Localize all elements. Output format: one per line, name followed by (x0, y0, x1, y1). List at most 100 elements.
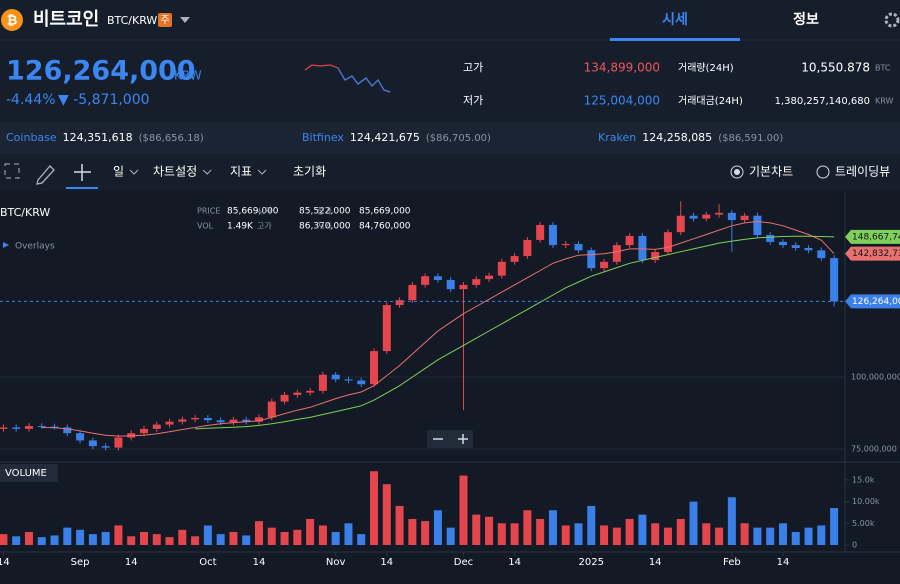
candle-body (114, 437, 123, 448)
info-label: 저가 (317, 222, 332, 231)
stat-value: 134,899,000 (584, 61, 660, 75)
dropdown[interactable] (180, 17, 190, 23)
exchange-bar (0, 122, 900, 154)
toolbar-item[interactable]: 초기화 (293, 165, 326, 179)
candle-body (242, 419, 251, 422)
x-tick-label: Sep (71, 557, 90, 568)
volume-bar (331, 531, 340, 545)
info-label: 종가 (317, 207, 332, 216)
toolbar-item[interactable]: 차트설정 (153, 165, 197, 179)
volume-bar (0, 534, 8, 545)
volume-bar (817, 525, 826, 545)
crosshair-icon[interactable] (74, 164, 91, 181)
exchange-name: Bitfinex (302, 131, 344, 144)
candle-body (791, 245, 800, 248)
x-tick-label: 14 (508, 557, 521, 568)
volume-bar (548, 510, 557, 545)
volume-bar (421, 521, 430, 545)
settings-icon[interactable] (884, 12, 900, 28)
candle-body (178, 419, 187, 422)
price-tag (845, 246, 900, 261)
candle-body (702, 214, 711, 219)
candle-body (76, 433, 85, 441)
toolbar-bg (0, 154, 900, 191)
info-value: 85,669,000 (227, 207, 279, 217)
change-abs: ▼ -5,871,000 (58, 92, 150, 108)
exchange-name: Coinbase (6, 131, 57, 144)
zoom-buttons[interactable] (433, 434, 468, 444)
info-label: 시가 (257, 207, 272, 216)
volume-bar (625, 518, 634, 545)
info-value: 86,370,000 (299, 222, 351, 232)
candle-body (778, 241, 787, 246)
volume-bar (267, 527, 276, 545)
chart-title: BTC/KRW (0, 206, 50, 219)
candle-body (152, 424, 161, 429)
candle-body (830, 258, 839, 302)
volume-bar (114, 525, 123, 545)
volume-bar (830, 508, 839, 545)
candle-body (587, 250, 596, 269)
candle-body (753, 215, 762, 236)
volume-bar (50, 535, 59, 545)
candle-body (139, 428, 148, 434)
volume-bar (753, 527, 762, 545)
candle-body (804, 248, 813, 251)
x-tick-label: 14 (777, 557, 790, 568)
tab[interactable]: 정보 (793, 11, 819, 28)
coin-icon (1, 9, 23, 31)
toolbar-item[interactable]: 일 (113, 165, 124, 179)
candle-body (12, 427, 21, 429)
exchange-usd: ($86,705.00) (426, 133, 491, 144)
candle-body (600, 261, 609, 269)
overlays-caret[interactable] (3, 242, 9, 248)
candle-body (548, 224, 557, 246)
candle-body (421, 276, 430, 285)
candle-body (370, 351, 379, 385)
volume-bar (740, 523, 749, 545)
volume-bar (778, 523, 787, 545)
overlays[interactable]: Overlays (15, 242, 55, 252)
mode: 트레이딩뷰 (835, 165, 890, 179)
info-value: 84,760,000 (359, 222, 411, 232)
volume-bar (76, 529, 85, 545)
candle-body (229, 419, 238, 423)
x-tick-label: Dec (454, 557, 473, 568)
volume-bar (101, 531, 110, 545)
candle-body (485, 275, 494, 280)
volume-bar (676, 518, 685, 545)
volume-bar (216, 534, 225, 545)
price-tag-label: 126,264,000 (852, 297, 900, 307)
volume-bar (408, 518, 417, 545)
candle-body (766, 235, 775, 242)
pair: BTC/KRW (107, 14, 157, 27)
fullscreen-icon[interactable] (4, 163, 20, 179)
radio-dot (734, 169, 740, 175)
caret (129, 169, 139, 175)
tab[interactable]: 시세 (662, 12, 688, 28)
radio[interactable] (816, 165, 830, 179)
stat-value: 1,380,257,140,680 (775, 96, 870, 107)
draw-icon[interactable] (36, 165, 55, 185)
volume-bar (638, 514, 647, 545)
radio[interactable] (730, 165, 744, 179)
badge: 주 (160, 15, 169, 26)
volume-title: VOLUME (5, 468, 47, 479)
volume-bar (574, 523, 583, 545)
volume-bar (344, 523, 353, 545)
toolbar-item[interactable]: 지표 (230, 165, 252, 179)
candle-body (306, 390, 315, 393)
candle-body (740, 215, 749, 221)
price-tag (845, 294, 900, 309)
volume-bar (587, 505, 596, 545)
info-value: 85,522,000 (299, 207, 351, 217)
candle-body (497, 261, 506, 276)
volume-bar (612, 527, 621, 545)
volume-bar (63, 527, 72, 545)
volume-bar (382, 484, 391, 545)
volume-bar (804, 527, 813, 545)
stat-value: 125,004,000 (584, 94, 660, 108)
stat-label: 거래대금(24H) (678, 95, 743, 107)
